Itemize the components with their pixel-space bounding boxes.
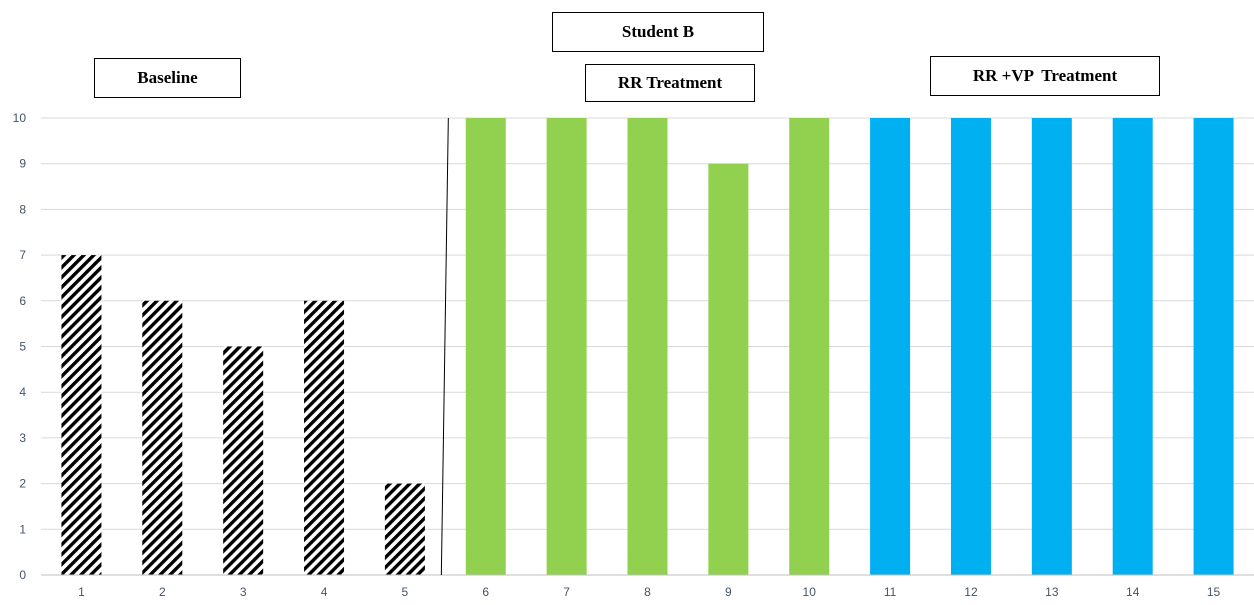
bar-8 xyxy=(627,118,668,575)
x-tick-label: 2 xyxy=(159,585,166,599)
phase-label-baseline: Baseline xyxy=(94,58,241,98)
y-tick-label: 5 xyxy=(19,340,26,354)
x-tick-label: 1 xyxy=(78,585,85,599)
y-tick-label: 0 xyxy=(19,568,26,582)
bar-6 xyxy=(465,118,506,575)
bar-12 xyxy=(950,118,991,575)
bar-7 xyxy=(546,118,587,575)
bar-10 xyxy=(789,118,830,575)
bars xyxy=(61,118,1234,575)
x-tick-label: 15 xyxy=(1207,585,1221,599)
x-tick-label: 13 xyxy=(1045,585,1059,599)
x-tick-label: 10 xyxy=(803,585,817,599)
x-tick-label: 7 xyxy=(563,585,570,599)
y-tick-label: 7 xyxy=(19,248,26,262)
chart-title: Student B xyxy=(552,12,764,52)
bar-3 xyxy=(223,346,264,575)
bar-2 xyxy=(142,300,183,575)
x-tick-label: 6 xyxy=(482,585,489,599)
x-tick-label: 12 xyxy=(964,585,978,599)
phase-change-line xyxy=(440,117,449,576)
y-tick-label: 2 xyxy=(19,477,26,491)
y-tick-label: 10 xyxy=(13,111,27,125)
x-tick-label: 3 xyxy=(240,585,247,599)
y-tick-label: 8 xyxy=(19,202,26,216)
x-tick-label: 5 xyxy=(402,585,409,599)
bar-15 xyxy=(1193,118,1234,575)
x-tick-label: 4 xyxy=(321,585,328,599)
x-tick-label: 9 xyxy=(725,585,732,599)
bar-4 xyxy=(304,300,345,575)
phase-label-rr-vp-treatment: RR +VP Treatment xyxy=(930,56,1160,96)
phase-label-rr-treatment: RR Treatment xyxy=(585,64,755,102)
bar-14 xyxy=(1112,118,1153,575)
bar-5 xyxy=(384,483,425,575)
y-tick-label: 1 xyxy=(19,522,26,536)
y-tick-label: 9 xyxy=(19,157,26,171)
bar-13 xyxy=(1031,118,1072,575)
bar-1 xyxy=(61,255,102,575)
bar-9 xyxy=(708,163,749,575)
y-tick-label: 6 xyxy=(19,294,26,308)
y-tick-label: 3 xyxy=(19,431,26,445)
x-tick-label: 8 xyxy=(644,585,651,599)
y-tick-label: 4 xyxy=(19,385,26,399)
bar-11 xyxy=(870,118,911,575)
x-tick-label: 14 xyxy=(1126,585,1140,599)
x-tick-label: 11 xyxy=(884,585,897,599)
